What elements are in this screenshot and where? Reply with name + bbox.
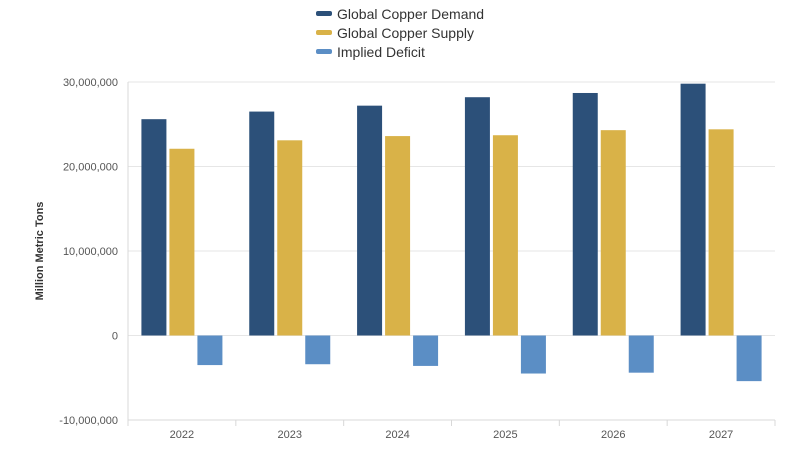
bar[interactable] (169, 148, 195, 336)
y-axis: 30,000,000 20,000,000 10,000,000 0 -10,000,0… (59, 77, 775, 427)
x-tick-label: 2026 (601, 429, 625, 441)
bar[interactable] (464, 97, 490, 336)
y-tick-label: 0 (112, 331, 118, 343)
bars (141, 83, 762, 382)
y-tick-label: 20,000,000 (63, 162, 118, 174)
bar[interactable] (628, 335, 654, 373)
bar[interactable] (708, 129, 734, 336)
bar[interactable] (413, 335, 439, 366)
legend-label[interactable]: Global Copper Supply (337, 25, 474, 41)
bar[interactable] (277, 140, 303, 336)
bar[interactable] (249, 111, 275, 336)
x-tick-label: 2027 (709, 429, 733, 441)
bar[interactable] (141, 119, 167, 336)
bar[interactable] (357, 105, 383, 336)
bar[interactable] (197, 335, 223, 366)
bar[interactable] (736, 335, 762, 382)
bar[interactable] (600, 130, 626, 336)
legend-label[interactable]: Implied Deficit (337, 44, 425, 60)
x-tick-label: 2025 (493, 429, 517, 441)
bar[interactable] (385, 136, 411, 336)
x-tick-label: 2024 (385, 429, 409, 441)
bar[interactable] (680, 83, 706, 336)
y-axis-label: Million Metric Tons (34, 202, 46, 301)
legend-swatch (316, 11, 332, 16)
x-axis: 2022 2023 2024 2025 2026 2027 (127, 420, 776, 441)
bar[interactable] (492, 135, 518, 336)
gridlines (128, 81, 775, 421)
bar[interactable] (520, 335, 546, 374)
y-tick-label: 30,000,000 (63, 77, 118, 89)
bar[interactable] (305, 335, 331, 365)
legend-swatch (316, 30, 332, 35)
legend-label[interactable]: Global Copper Demand (337, 6, 484, 22)
y-tick-label: 10,000,000 (63, 246, 118, 258)
x-tick-label: 2022 (170, 429, 194, 441)
x-tick-label: 2023 (278, 429, 302, 441)
y-tick-label: -10,000,000 (59, 415, 118, 427)
legend: Global Copper Demand Global Copper Supply… (316, 6, 484, 60)
bar[interactable] (572, 92, 598, 336)
legend-swatch (316, 49, 332, 54)
